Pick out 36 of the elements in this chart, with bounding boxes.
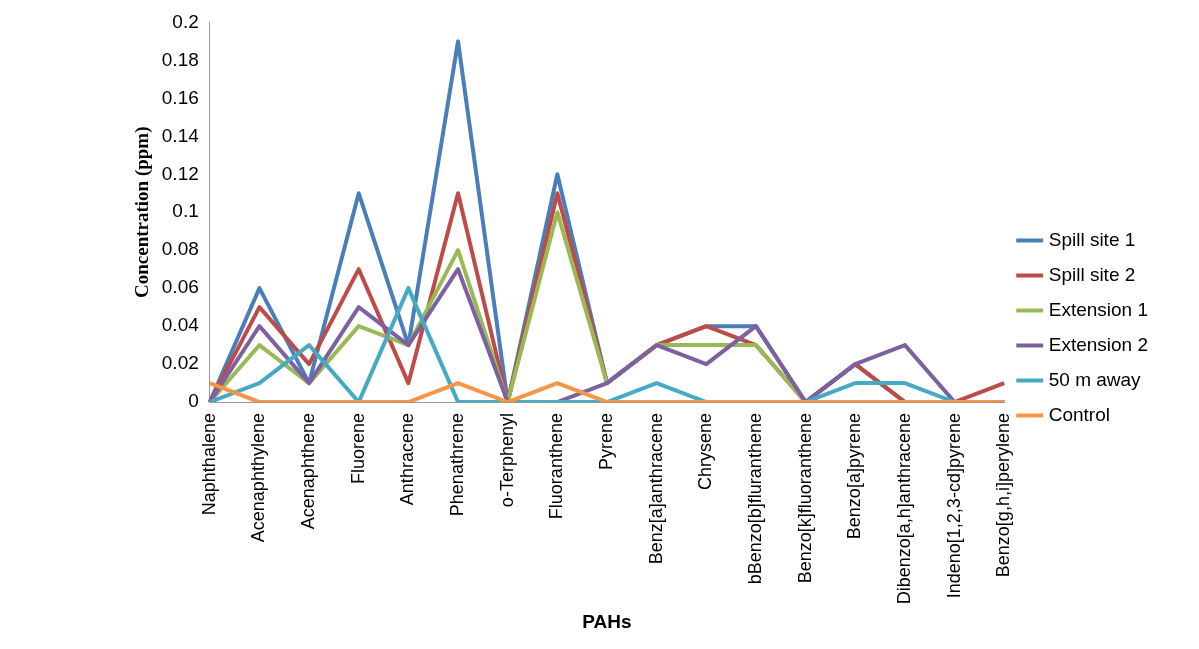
x-tick-label: Fluorene [347,413,368,485]
x-tick-label: o-Terphenyl [496,413,517,508]
legend-label: Extension 1 [1048,298,1149,320]
x-tick-label: Benzo[a]pyrene [844,413,865,540]
legend-label: Spill site 1 [1048,228,1136,250]
y-tick-label: 0.06 [161,276,199,298]
y-tick-label: 0.18 [161,48,199,70]
y-tick-label: 0.1 [172,200,199,222]
y-axis-title: Concentration (ppm) [131,126,154,298]
legend-label: 50 m away [1048,368,1142,390]
x-tick-label: Pyrene [595,413,616,471]
x-tick-label: Dibenzo[a,h]anthracene [893,413,914,605]
x-tick-label: Naphthalene [198,413,219,516]
y-tick-label: 0.16 [161,86,199,108]
x-tick-label: Benzo[k]fluoranthene [794,413,815,584]
x-axis-title: PAHs [582,610,632,632]
y-tick-label: 0 [188,390,199,412]
y-tick-label: 0.04 [161,314,200,336]
x-tick-label: Anthracene [397,413,418,506]
legend-label: Spill site 2 [1048,263,1136,285]
y-tick-label: 0.14 [161,124,200,146]
legend-label: Control [1048,403,1110,425]
x-tick-label: Phenathrene [447,413,468,517]
x-tick-label: Indeno[1,2,3-cd]pyrene [943,413,964,599]
x-tick-label: bBenzo[b]fluranthene [744,413,765,585]
x-tick-label: Benz[a]anthracene [645,413,666,565]
x-tick-label: Fluoranthene [546,413,567,520]
legend-label: Extension 2 [1048,333,1149,355]
x-tick-label: Acenaphthene [298,413,319,530]
y-tick-label: 0.12 [161,162,199,184]
y-tick-label: 0.08 [161,238,199,260]
x-tick-label: Acenaphthylene [248,413,269,543]
x-tick-label: Chrysene [695,413,716,491]
y-tick-label: 0.2 [172,10,199,32]
y-tick-label: 0.02 [161,352,199,374]
x-tick-label: Benzo[g,h,i]perylene [993,413,1014,578]
